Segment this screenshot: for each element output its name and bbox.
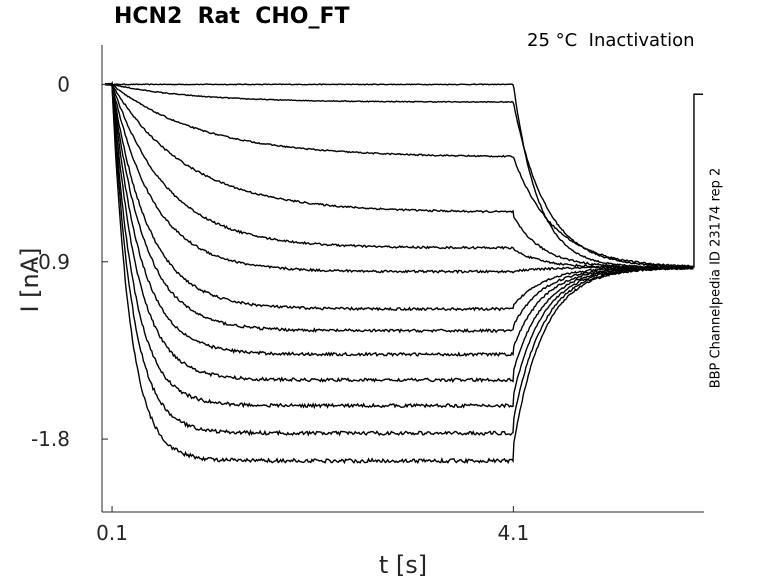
series-line [104, 82, 694, 410]
x-tick-label: 0.1 [96, 521, 128, 545]
series-line [104, 82, 694, 268]
series-line [104, 81, 694, 312]
y-axis-label: I [nA] [16, 247, 44, 313]
series-line [104, 83, 694, 358]
y-tick-label: 0 [57, 72, 70, 96]
chart-title: HCN2 Rat CHO_FT [114, 4, 350, 29]
series-line [104, 82, 694, 334]
traces [104, 80, 703, 465]
series-line [104, 83, 694, 270]
series-line [104, 82, 694, 270]
y-tick-label: -0.9 [31, 250, 70, 274]
axes: 0.1 4.1 0 -0.9 -1.8 [31, 45, 704, 545]
series-line [104, 82, 694, 269]
end-transient [693, 93, 703, 268]
series-line [104, 83, 694, 437]
series-line [104, 82, 694, 269]
y-tick-label: -1.8 [31, 427, 70, 451]
series-line [104, 82, 694, 465]
x-axis-label: t [s] [378, 551, 428, 579]
chart-annotation: 25 °C Inactivation [527, 30, 695, 51]
series-line [104, 80, 694, 383]
series-line [104, 83, 694, 275]
x-tick-label: 4.1 [497, 521, 529, 545]
side-label: BBP Channelpedia ID 23174 rep 2 [708, 167, 724, 389]
